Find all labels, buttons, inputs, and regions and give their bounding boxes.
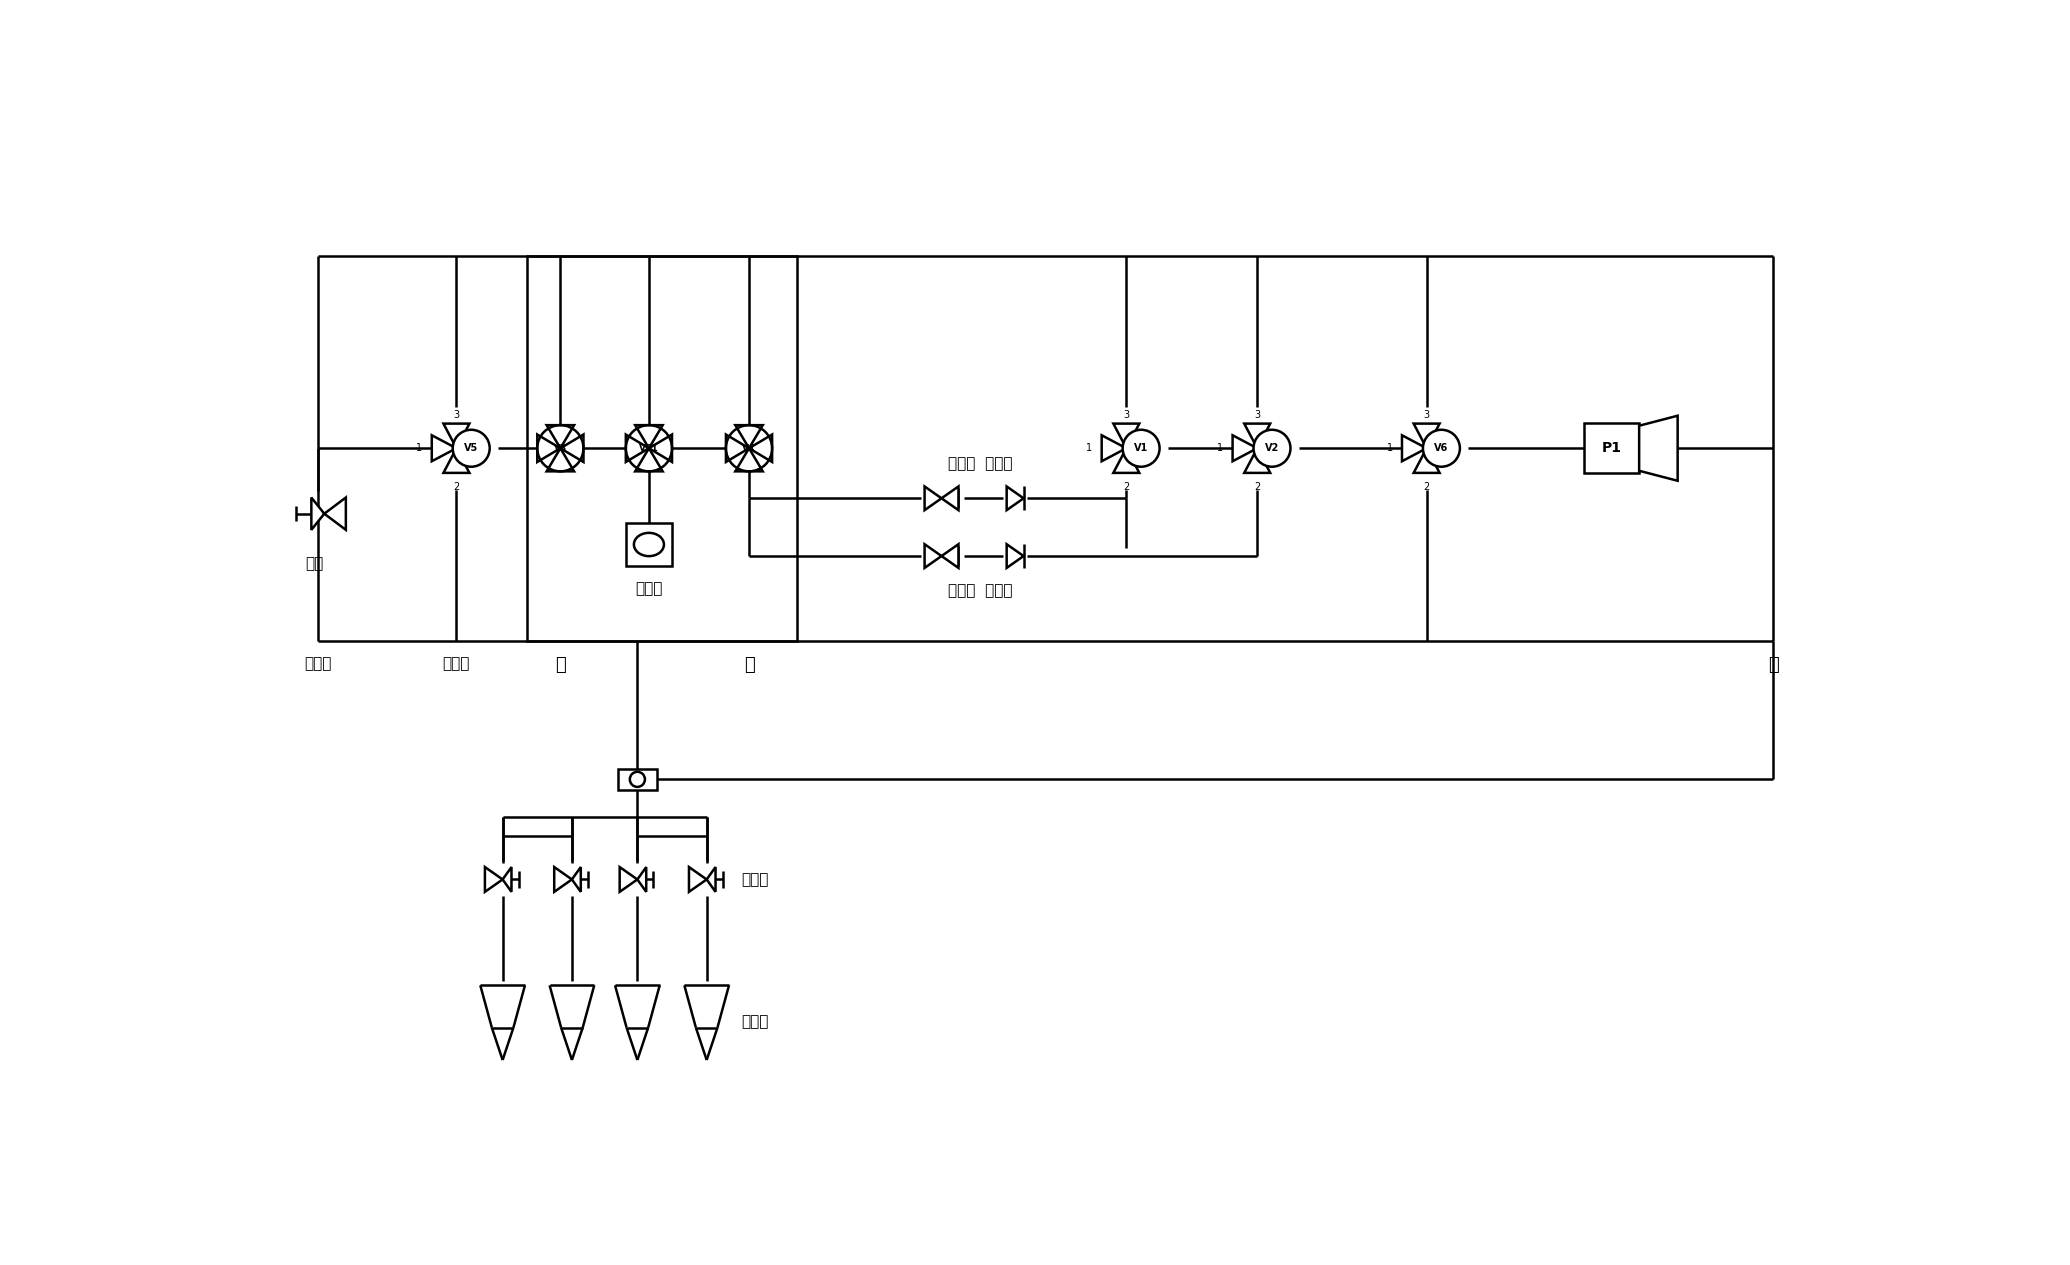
Polygon shape [727, 434, 749, 462]
Polygon shape [443, 424, 470, 448]
Text: 气: 气 [743, 657, 753, 674]
Circle shape [453, 430, 491, 467]
Text: 水: 水 [555, 657, 565, 674]
Polygon shape [635, 425, 662, 448]
Polygon shape [1256, 435, 1281, 462]
Text: 1: 1 [1217, 443, 1223, 453]
Text: 1: 1 [416, 443, 422, 453]
Polygon shape [538, 434, 561, 462]
Polygon shape [1126, 435, 1151, 462]
Polygon shape [635, 448, 662, 472]
Text: 3: 3 [1124, 410, 1130, 420]
Polygon shape [1244, 424, 1271, 448]
Polygon shape [735, 425, 762, 448]
Text: 3: 3 [1254, 410, 1261, 420]
Text: 进系统: 进系统 [443, 657, 470, 672]
Polygon shape [325, 497, 346, 530]
Polygon shape [689, 867, 706, 892]
Text: V4: V4 [743, 444, 756, 453]
Polygon shape [1401, 435, 1426, 462]
Polygon shape [1101, 435, 1126, 462]
Text: 2: 2 [1254, 482, 1261, 492]
Text: 减压阀: 减压阀 [635, 582, 662, 597]
Bar [619, 769, 656, 791]
Polygon shape [1414, 424, 1439, 448]
Polygon shape [648, 434, 673, 462]
Text: 排水: 排水 [304, 557, 323, 571]
Polygon shape [310, 497, 325, 530]
Polygon shape [503, 867, 511, 892]
Circle shape [1422, 430, 1459, 467]
Polygon shape [1639, 416, 1677, 481]
Text: 手动阀  单向鄀: 手动阀 单向鄀 [948, 583, 1012, 598]
Polygon shape [638, 867, 646, 892]
Ellipse shape [633, 533, 664, 557]
Polygon shape [546, 425, 573, 448]
Polygon shape [735, 448, 762, 472]
Text: V5: V5 [464, 443, 478, 453]
Polygon shape [1244, 448, 1271, 473]
Text: V6: V6 [1435, 443, 1449, 453]
Polygon shape [1114, 424, 1138, 448]
Polygon shape [1006, 487, 1023, 510]
Polygon shape [571, 867, 582, 892]
Text: 2: 2 [1424, 482, 1430, 492]
Polygon shape [455, 435, 480, 462]
Polygon shape [1426, 435, 1451, 462]
Polygon shape [555, 867, 571, 892]
Text: 离心杯: 离心杯 [741, 1015, 768, 1030]
Polygon shape [625, 434, 648, 462]
Text: 2: 2 [453, 482, 460, 492]
Circle shape [1122, 430, 1159, 467]
Text: V1: V1 [1134, 443, 1149, 453]
Text: 手动阀  单向鄀: 手动阀 单向鄀 [948, 457, 1012, 472]
Polygon shape [433, 435, 455, 462]
Polygon shape [443, 448, 470, 473]
Text: VS1: VS1 [640, 444, 658, 453]
Text: 手动阀: 手动阀 [741, 872, 768, 887]
Text: 3: 3 [1424, 410, 1430, 420]
Bar [625, 524, 673, 565]
Bar [1584, 424, 1639, 473]
Polygon shape [925, 487, 942, 510]
Text: 1: 1 [1087, 443, 1093, 453]
Polygon shape [561, 434, 584, 462]
Circle shape [629, 772, 646, 787]
Polygon shape [1114, 448, 1138, 473]
Text: 3: 3 [453, 410, 460, 420]
Polygon shape [546, 448, 573, 472]
Polygon shape [925, 544, 942, 568]
Text: V3: V3 [555, 444, 567, 453]
Text: P1: P1 [1602, 441, 1621, 455]
Text: 1: 1 [1387, 443, 1393, 453]
Polygon shape [1232, 435, 1256, 462]
Text: V2: V2 [1265, 443, 1279, 453]
Text: 2: 2 [1124, 482, 1130, 492]
Polygon shape [484, 867, 503, 892]
Circle shape [1254, 430, 1290, 467]
Polygon shape [942, 487, 958, 510]
Text: 出: 出 [1768, 657, 1778, 674]
Polygon shape [749, 434, 772, 462]
Polygon shape [1414, 448, 1439, 473]
Polygon shape [1006, 544, 1023, 568]
Polygon shape [619, 867, 638, 892]
Text: 进源水: 进源水 [304, 657, 331, 672]
Polygon shape [706, 867, 716, 892]
Polygon shape [942, 544, 958, 568]
Bar [528, 256, 797, 641]
